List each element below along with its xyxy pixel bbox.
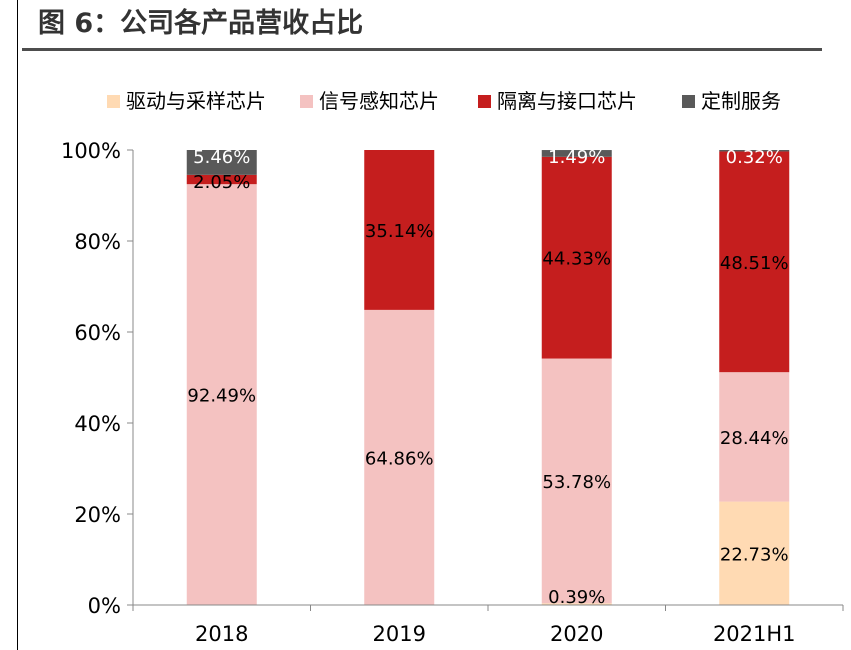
data-labels: 92.49% 2.05% 5.46% 64.86% 35.14% 0.39% 53.78% 4… bbox=[187, 147, 788, 608]
x-tick-label-2019: 2019 bbox=[373, 622, 426, 646]
bar-segment-2020-0 bbox=[541, 603, 612, 605]
page-left-border bbox=[17, 0, 18, 650]
y-tick-label: 40% bbox=[74, 412, 121, 436]
data-label-2021H1-2: 48.51% bbox=[720, 253, 789, 274]
legend-label-2: 隔离与接口芯片 bbox=[497, 89, 637, 113]
y-axis: 0% 20% 40% 60% 80% 100% bbox=[61, 139, 134, 618]
bar-segment-2018-3 bbox=[186, 150, 257, 175]
legend-label-3: 定制服务 bbox=[701, 89, 781, 113]
y-tick-label: 20% bbox=[74, 503, 121, 527]
data-label-2018-2: 2.05% bbox=[193, 172, 250, 193]
data-label-2019-1: 64.86% bbox=[365, 448, 434, 469]
y-tick-label: 100% bbox=[61, 139, 121, 163]
bar-segment-2018-2 bbox=[186, 174, 257, 185]
bar-segment-2019-1 bbox=[364, 309, 435, 605]
y-tick-label: 60% bbox=[74, 321, 121, 345]
bar-segment-2020-2 bbox=[541, 156, 612, 359]
data-label-2021H1-3: 0.32% bbox=[726, 147, 783, 168]
title-underline bbox=[22, 48, 822, 51]
figure-title: 图 6：公司各产品营收占比 bbox=[38, 8, 364, 39]
data-label-2021H1-1: 28.44% bbox=[720, 428, 789, 449]
bar-segment-2020-1 bbox=[541, 358, 612, 604]
data-label-2020-0: 0.39% bbox=[548, 587, 605, 608]
bar-segment-2021H1-1 bbox=[719, 372, 790, 502]
bar-segment-2021H1-0 bbox=[719, 501, 790, 605]
x-tick-label-2021H1: 2021H1 bbox=[713, 622, 796, 646]
bar-segment-2018-1 bbox=[186, 184, 257, 605]
bar-segment-2021H1-3 bbox=[719, 150, 790, 152]
data-label-2020-2: 44.33% bbox=[542, 249, 611, 270]
data-label-2018-3: 5.46% bbox=[193, 147, 250, 168]
data-label-2018-1: 92.49% bbox=[187, 386, 256, 407]
y-tick-label: 80% bbox=[74, 230, 121, 254]
bar-segment-2020-3 bbox=[541, 150, 612, 157]
legend-label-1: 信号感知芯片 bbox=[319, 89, 439, 113]
data-label-2019-2: 35.14% bbox=[365, 221, 434, 242]
legend-swatch-2 bbox=[478, 95, 491, 108]
x-tick-label-2018: 2018 bbox=[195, 622, 248, 646]
legend-swatch-0 bbox=[107, 95, 120, 108]
bar-segment-2021H1-2 bbox=[719, 151, 790, 373]
data-label-2021H1-0: 22.73% bbox=[720, 544, 789, 565]
legend-label-0: 驱动与采样芯片 bbox=[126, 89, 266, 113]
legend-swatch-1 bbox=[300, 95, 313, 108]
bars bbox=[186, 150, 790, 605]
data-label-2020-1: 53.78% bbox=[542, 472, 611, 493]
legend-swatch-3 bbox=[682, 95, 695, 108]
x-axis: 2018 2019 2020 2021H1 bbox=[132, 604, 844, 646]
x-tick-label-2020: 2020 bbox=[550, 622, 603, 646]
legend: 驱动与采样芯片 信号感知芯片 隔离与接口芯片 定制服务 bbox=[107, 89, 781, 113]
data-label-2020-3: 1.49% bbox=[548, 147, 605, 168]
bar-segment-2019-2 bbox=[364, 150, 435, 310]
y-tick-label: 0% bbox=[88, 594, 121, 618]
